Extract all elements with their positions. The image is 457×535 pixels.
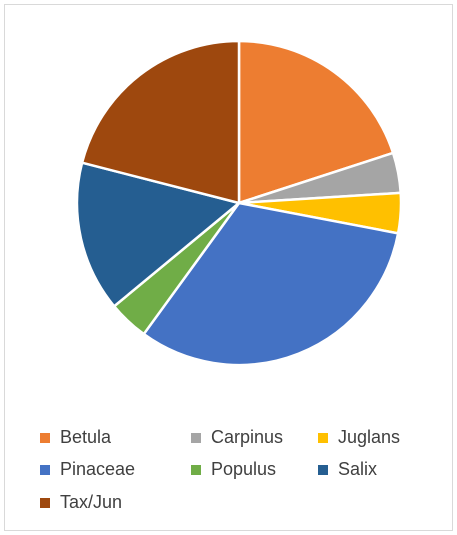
pie-chart xyxy=(75,39,403,367)
pie-slice-tax-jun xyxy=(80,39,241,205)
pie-slice-salix xyxy=(75,161,241,308)
chart-area: Betula Carpinus Juglans Pinaceae Populus Sali… xyxy=(4,4,453,531)
pie-slice-betula xyxy=(237,39,395,205)
pie-slice-pinaceae xyxy=(142,201,400,367)
